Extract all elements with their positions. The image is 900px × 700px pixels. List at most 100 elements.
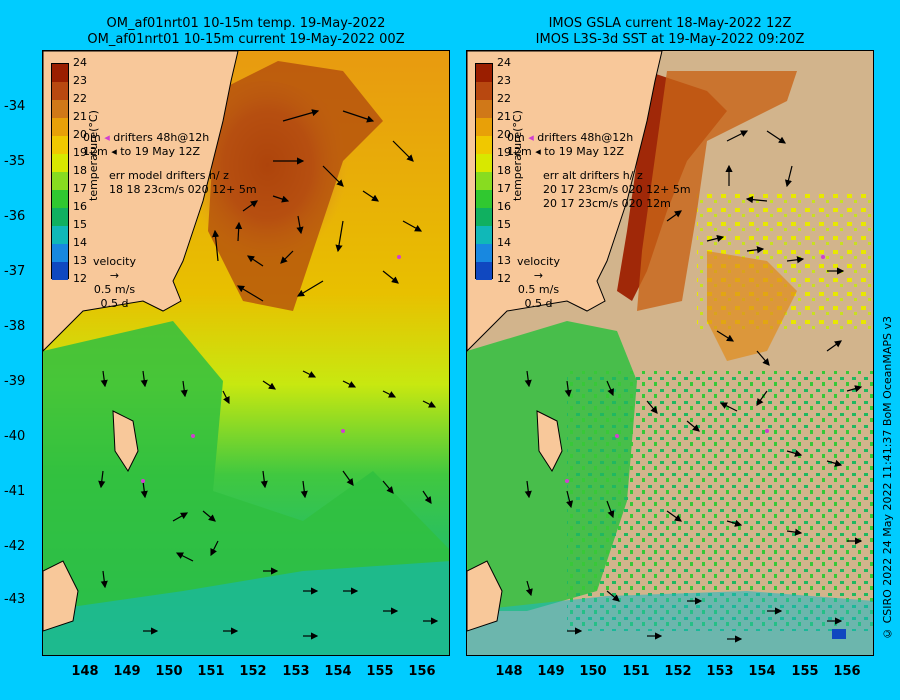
lat-label-37: -37 <box>4 264 26 279</box>
right-velocity-label: velocity <box>517 255 560 268</box>
left-cbar-tick-15: 15 <box>73 218 87 231</box>
lon-label-156-left: 156 <box>408 664 436 679</box>
left-current-vectors <box>98 109 439 640</box>
left-cbar-tick-24: 24 <box>73 56 87 69</box>
right-err-line1: err alt drifters h/ z <box>543 169 643 182</box>
right-current-vectors <box>524 130 863 643</box>
left-velocity-label: velocity <box>93 255 136 268</box>
lat-label-34: -34 <box>4 99 26 114</box>
lon-label-149-right: 149 <box>537 664 565 679</box>
left-velocity-legend: velocity → 0.5 m/s 0.5 d <box>93 255 136 311</box>
left-velocity-arrow: → <box>109 269 120 282</box>
left-velocity-scale: 0.5 m/s <box>93 283 136 296</box>
lat-label-38: -38 <box>4 319 26 334</box>
left-land-mass <box>43 51 239 352</box>
right-cbar-tick-21: 21 <box>497 110 511 123</box>
right-map-svg <box>467 51 873 655</box>
left-cbar-tick-23: 23 <box>73 74 87 87</box>
right-err-legend: err alt drifters h/ z 20 17 23cm/s 020 1… <box>543 169 691 211</box>
right-cbar-tick-22: 22 <box>497 92 511 105</box>
left-velocity-time: 0.5 d <box>100 297 129 310</box>
left-cbar-tick-14: 14 <box>73 236 87 249</box>
left-title: OM_af01nrt01 10-15m temp. 19-May-2022 OM… <box>42 16 450 48</box>
right-cbar-tick-19: 19 <box>497 146 511 159</box>
lon-label-156-right: 156 <box>833 664 861 679</box>
lon-label-148-right: 148 <box>495 664 523 679</box>
left-map-svg <box>43 51 449 655</box>
left-cbar-tick-21: 21 <box>73 110 87 123</box>
left-cbar-tick-18: 18 <box>73 164 87 177</box>
lat-label-35: -35 <box>4 154 26 169</box>
right-depth-0m: 0m <box>507 131 525 144</box>
lat-label-41: -41 <box>4 484 26 499</box>
left-title-line2: OM_af01nrt01 10-15m current 19-May-2022 … <box>87 32 405 47</box>
left-cbar-tick-20: 20 <box>73 128 87 141</box>
right-cbar-tick-15: 15 <box>497 218 511 231</box>
lat-label-39: -39 <box>4 374 26 389</box>
right-cbar-tick-16: 16 <box>497 200 511 213</box>
left-drifters-line1: drifters 48h@12h <box>113 131 210 144</box>
left-drifters-line2: to 19 May 12Z <box>120 145 201 158</box>
right-cbar-tick-24: 24 <box>497 56 511 69</box>
right-depth-12m: 12m <box>507 145 532 158</box>
lon-label-149-left: 149 <box>113 664 141 679</box>
right-tasmania-coast <box>467 560 503 632</box>
right-warm-orange <box>637 71 797 311</box>
right-cbar-tick-20: 20 <box>497 128 511 141</box>
right-cbar-tick-17: 17 <box>497 182 511 195</box>
right-title: IMOS GSLA current 18-May-2022 12Z IMOS L… <box>466 16 874 48</box>
lon-label-152-left: 152 <box>239 664 267 679</box>
right-speckle-green <box>567 371 873 631</box>
left-depth-12m: 12m <box>83 145 108 158</box>
left-cbar-tick-12: 12 <box>73 272 87 285</box>
lon-label-155-left: 155 <box>366 664 394 679</box>
lon-label-153-right: 153 <box>706 664 734 679</box>
right-title-line2: IMOS L3S-3d SST at 19-May-2022 09:20Z <box>535 32 805 47</box>
lon-label-150-right: 150 <box>579 664 607 679</box>
right-err-line3: 20 17 23cm/s 020 12m <box>543 197 671 210</box>
lon-label-150-left: 150 <box>155 664 183 679</box>
left-cbar-tick-17: 17 <box>73 182 87 195</box>
lat-label-36: -36 <box>4 209 26 224</box>
right-warm-patch-east <box>707 251 797 361</box>
lon-label-152-right: 152 <box>664 664 692 679</box>
right-velocity-arrow: → <box>533 269 544 282</box>
right-title-line1: IMOS GSLA current 18-May-2022 12Z <box>548 16 792 31</box>
lon-label-148-left: 148 <box>71 664 99 679</box>
left-flinders-island <box>112 410 139 473</box>
right-velocity-scale: 0.5 m/s <box>517 283 560 296</box>
right-velocity-legend: velocity → 0.5 m/s 0.5 d <box>517 255 560 311</box>
lon-label-155-right: 155 <box>791 664 819 679</box>
left-map-panel: 24 23 22 21 20 19 18 17 16 15 14 13 12 t… <box>42 50 450 656</box>
right-drifter-marks <box>565 255 825 483</box>
right-cbar-tick-13: 13 <box>497 254 511 267</box>
lat-label-40: -40 <box>4 429 26 444</box>
left-cbar-tick-16: 16 <box>73 200 87 213</box>
lon-label-151-right: 151 <box>622 664 650 679</box>
right-err-line2: 20 17 23cm/s 020 12+ 5m <box>543 183 691 196</box>
right-blue-patch <box>832 629 846 639</box>
left-warm-core <box>208 61 383 311</box>
credit-text: © CSIRO 2022 24 May 2022 11:41:37 BoM Oc… <box>881 316 894 640</box>
left-cbar-tick-13: 13 <box>73 254 87 267</box>
lon-label-154-right: 154 <box>748 664 776 679</box>
right-drifters-line1: drifters 48h@12h <box>537 131 634 144</box>
right-drifters-line2: to 19 May 12Z <box>544 145 625 158</box>
right-land-mass <box>467 51 663 352</box>
left-title-line1: OM_af01nrt01 10-15m temp. 19-May-2022 <box>106 16 386 31</box>
right-cbar-tick-18: 18 <box>497 164 511 177</box>
right-velocity-time: 0.5 d <box>524 297 553 310</box>
left-err-line2: 18 18 23cm/s 020 12+ 5m <box>109 183 257 196</box>
lon-label-151-left: 151 <box>197 664 225 679</box>
left-drifter-marks <box>141 255 401 483</box>
left-depth-0m: 0m <box>83 131 101 144</box>
right-cbar-tick-23: 23 <box>497 74 511 87</box>
left-cbar-tick-19: 19 <box>73 146 87 159</box>
left-err-line1: err model drifters h/ z <box>109 169 229 182</box>
left-err-legend: err model drifters h/ z 18 18 23cm/s 020… <box>109 169 257 197</box>
lat-label-43: -43 <box>4 592 26 607</box>
right-drifter-legend: 0m ◂ drifters 48h@12h 12m ◂ to 19 May 12… <box>507 131 634 158</box>
lon-label-153-left: 153 <box>282 664 310 679</box>
right-cyan-south <box>467 591 873 655</box>
left-drifter-legend: 0m ◂ drifters 48h@12h 12m ◂ to 19 May 12… <box>83 131 210 158</box>
